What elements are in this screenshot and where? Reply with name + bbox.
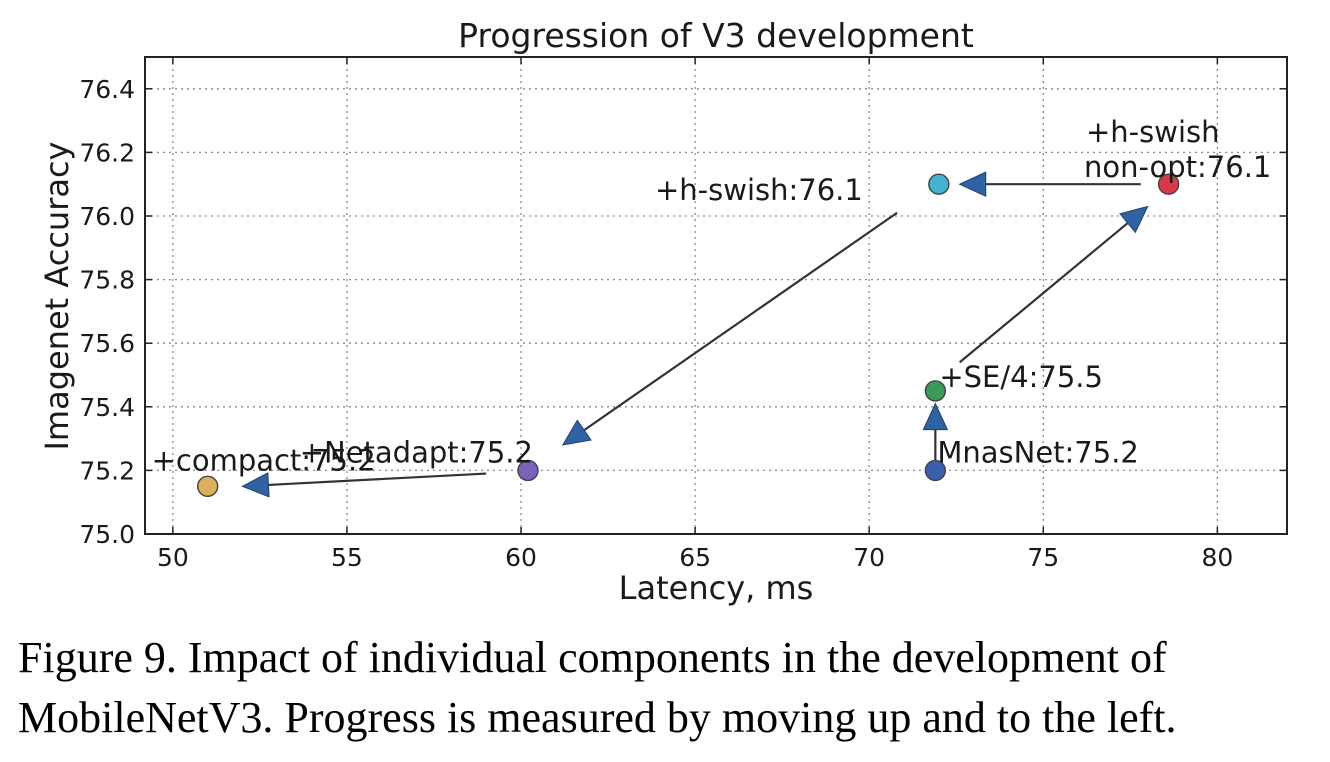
point-label: +SE/4:75.5: [939, 360, 1103, 394]
data-point: [517, 459, 539, 482]
y-axis-label: Imagenet Accuracy: [38, 142, 76, 451]
x-axis-label: Latency, ms: [619, 569, 814, 607]
arrow-shaft: [959, 222, 1129, 364]
data-point: [924, 380, 947, 402]
chart-title: Progression of V3 development: [458, 16, 974, 55]
data-point: [924, 459, 947, 482]
scatter-plot: Progression of V3 development 50 55 60 65 70…: [38, 16, 1288, 607]
y-tick-label: 76.2: [79, 138, 135, 167]
arrow-head: [922, 402, 949, 431]
arrow-shaft: [268, 472, 487, 487]
x-tick-label: 55: [331, 543, 363, 572]
arrow-shaft: [583, 211, 898, 432]
x-tick-label: 60: [505, 543, 537, 572]
y-tick-label: 76.0: [79, 202, 135, 231]
x-tick-label: 80: [1201, 543, 1233, 572]
y-tick-label: 76.4: [79, 75, 135, 104]
point-labels: MnasNet:75.2 +SE/4:75.5 +h-swish non-opt:76…: [152, 115, 1272, 477]
point-label: MnasNet:75.2: [937, 435, 1139, 469]
y-tick-label: 75.4: [79, 393, 135, 422]
x-tick-label: 70: [853, 543, 885, 572]
x-tick-label: 65: [679, 543, 711, 572]
data-point: [928, 173, 950, 195]
data-points: [196, 173, 1180, 497]
point-label: +compact:75.2: [152, 443, 376, 477]
y-tick-label: 75.0: [79, 520, 135, 549]
arrow-head: [958, 171, 987, 197]
figure-caption: Figure 9. Impact of individual component…: [18, 633, 1177, 742]
point-label: +Netadapt:75.2: [300, 435, 533, 469]
progression-arrows: [241, 171, 1149, 498]
y-tick-label: 75.6: [79, 329, 135, 358]
arrow-head: [561, 419, 592, 446]
arrow-head: [241, 472, 270, 498]
axis-ticks: 50 55 60 65 70 75 80 75.0 75.2 75.4 75.6 75.8 76.0 76…: [79, 57, 1287, 572]
data-point: [1157, 173, 1180, 195]
data-point: [196, 475, 219, 497]
x-tick-label: 50: [157, 543, 189, 572]
x-tick-label: 75: [1027, 543, 1059, 572]
y-tick-label: 75.8: [79, 266, 135, 295]
y-tick-label: 75.2: [79, 456, 135, 485]
plot-area: [144, 56, 1288, 535]
point-label: +h-swish:76.1: [655, 173, 863, 207]
point-label: +h-swish non-opt:76.1: [1084, 115, 1271, 184]
arrow-head: [1119, 205, 1149, 234]
